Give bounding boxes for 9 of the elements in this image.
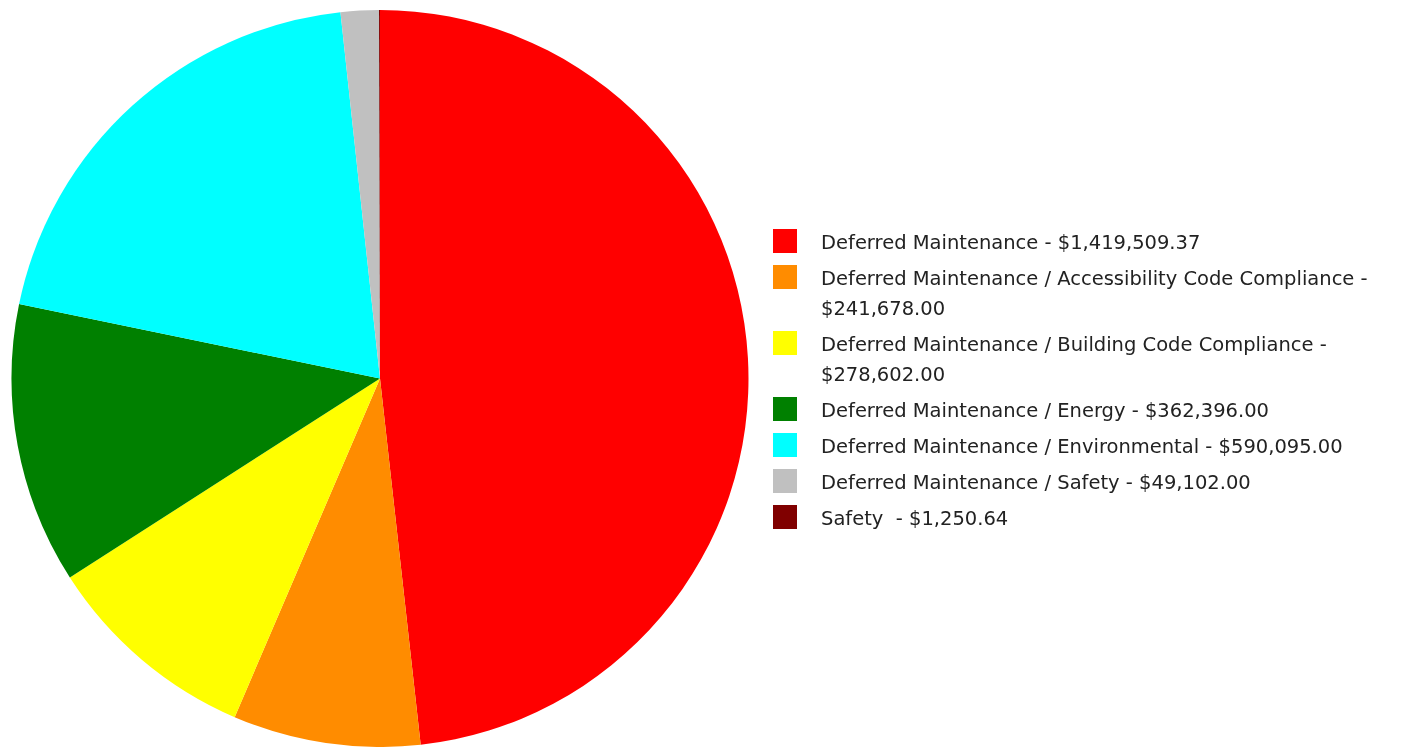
legend-label: Safety - $1,250.64 [821, 506, 1010, 532]
legend-label: Deferred Maintenance / Energy - $362,396.00 [821, 398, 1270, 424]
legend-label: Deferred Maintenance / Safety - $49,102.00 [821, 470, 1252, 496]
data-label: $241,678.00 [821, 297, 946, 320]
legend-label: Deferred Maintenance / Environmental - $590,095.00 [821, 434, 1344, 460]
legend-label: Deferred Maintenance - $1,419,509.37 [821, 230, 1202, 256]
legend-label: Deferred Maintenance / Building Code Compliance - [821, 333, 1327, 356]
data-label: $278,602.00 [821, 363, 946, 386]
legend-label: Deferred Maintenance / Accessibility Code Compliance - [821, 267, 1368, 290]
